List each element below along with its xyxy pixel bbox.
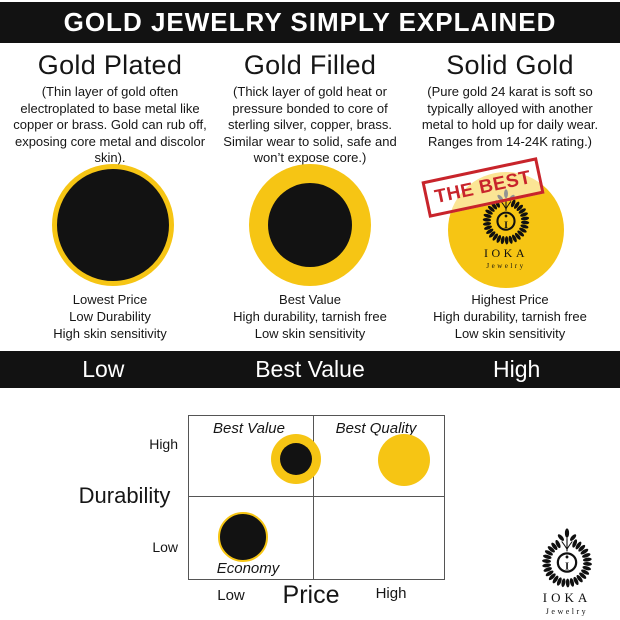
caption-line: High skin sensitivity	[53, 326, 167, 341]
header-bar: GOLD JEWELRY SIMPLY EXPLAINED	[0, 2, 620, 43]
price-scale-bar: Low Best Value High	[0, 351, 620, 388]
brand-tagline: Jewelry	[486, 262, 526, 270]
brand-name: IOKA	[484, 246, 528, 260]
caption-line: Low skin sensitivity	[454, 326, 566, 341]
caption-line: Highest Price	[471, 292, 549, 307]
chart-point-solid-gold	[378, 434, 430, 486]
svg-text:I: I	[504, 220, 508, 231]
gold-filled-cross-section-icon	[249, 164, 371, 286]
column-title-solid-gold: Solid Gold	[446, 50, 574, 80]
x-axis-tick-low: Low	[217, 587, 245, 604]
chart-vertical-divider	[313, 416, 314, 579]
caption-line: Best Value	[279, 292, 341, 307]
quadrant-label-best-value: Best Value	[213, 420, 285, 437]
column-description-solid-gold: (Pure gold 24 karat is soft so typically…	[421, 84, 599, 149]
brand-tagline: Jewelry	[545, 607, 589, 616]
column-title-gold-filled: Gold Filled	[243, 50, 377, 80]
x-axis-tick-high: High	[375, 585, 407, 602]
svg-text:I: I	[565, 562, 569, 573]
scale-best-value-label: Best Value	[255, 356, 365, 382]
column-description-gold-plated: (Thin layer of gold often electroplated …	[13, 84, 207, 165]
quadrant-label-best-quality: Best Quality	[335, 420, 417, 437]
ioka-brand-logo: I IOKA Jewelry	[519, 527, 615, 616]
column-solid-gold: Solid Gold (Pure gold 24 karat is soft s…	[408, 50, 612, 150]
caption-line: Low skin sensitivity	[254, 326, 366, 341]
y-axis-tick-low: Low	[152, 539, 178, 555]
x-axis-label-price: Price	[282, 581, 340, 609]
caption-gold-plated: Lowest Price Low Durability High skin se…	[8, 291, 212, 342]
chart-point-gold-plated	[218, 512, 268, 562]
y-axis-tick-high: High	[149, 436, 178, 452]
caption-line: High durability, tarnish free	[433, 309, 587, 324]
quadrant-label-economy: Economy	[216, 560, 280, 577]
scale-low-label: Low	[82, 356, 125, 382]
chart-horizontal-divider	[189, 496, 444, 497]
caption-line: High durability, tarnish free	[233, 309, 387, 324]
scale-high-label: High	[493, 356, 541, 382]
column-title-gold-plated: Gold Plated	[37, 50, 183, 80]
page-title: GOLD JEWELRY SIMPLY EXPLAINED	[63, 7, 557, 37]
base-metal-core-icon	[268, 183, 352, 267]
chart-point-gold-filled	[271, 434, 321, 484]
column-gold-plated: Gold Plated (Thin layer of gold often el…	[8, 50, 212, 167]
chart-point-core	[280, 443, 312, 475]
caption-line: Lowest Price	[72, 292, 148, 307]
y-axis-label-durability: Durability	[78, 483, 171, 508]
caption-gold-filled: Best Value High durability, tarnish free…	[208, 291, 412, 342]
durability-price-chart: Best Value Best Quality Economy	[188, 415, 445, 580]
column-gold-filled: Gold Filled (Thick layer of gold heat or…	[208, 50, 412, 167]
caption-solid-gold: Highest Price High durability, tarnish f…	[408, 291, 612, 342]
brand-name: IOKA	[542, 590, 592, 605]
column-description-gold-filled: (Thick layer of gold heat or pressure bo…	[223, 84, 397, 165]
gold-plated-cross-section-icon	[52, 164, 174, 286]
caption-line: Low Durability	[69, 309, 151, 324]
ioka-crest-icon: I	[519, 527, 615, 588]
